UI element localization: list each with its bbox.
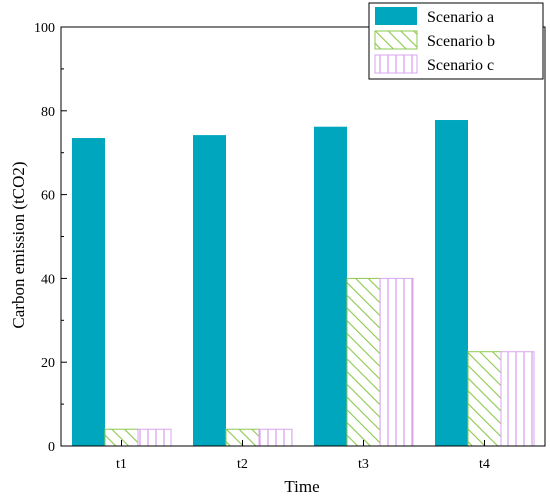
x-tick-label: t4 (479, 457, 490, 472)
legend-swatch-scenario-a (375, 7, 417, 25)
y-tick-label: 0 (48, 440, 55, 455)
legend-swatch-scenario-c (374, 54, 418, 74)
y-axis: 0 20 40 60 80 100 (34, 21, 67, 455)
bar-scenario-a-t2 (193, 135, 226, 447)
bar-scenario-a-t3 (314, 126, 347, 447)
x-axis: t1 t2 t3 t4 (116, 440, 490, 472)
legend-label: Scenario b (427, 33, 495, 50)
legend-swatch-scenario-b (374, 30, 418, 50)
y-tick-label: 80 (41, 105, 55, 120)
bar-scenario-c-t1 (137, 428, 172, 447)
bar-scenario-b-t3 (346, 277, 381, 447)
y-tick-label: 100 (34, 21, 55, 36)
y-axis-title: Carbon emission (tCO2) (9, 161, 28, 328)
legend-label: Scenario c (427, 57, 494, 74)
bar-scenario-b-t4 (467, 351, 502, 447)
plot-area (60, 26, 546, 447)
bar-scenario-a-t4 (435, 120, 468, 446)
bar-scenario-c-t4 (500, 351, 535, 447)
x-tick-label: t3 (358, 457, 369, 472)
x-axis-title: Time (284, 477, 319, 496)
y-tick-label: 60 (41, 189, 55, 204)
y-tick-label: 40 (41, 272, 55, 287)
y-tick-label: 20 (41, 356, 55, 371)
bar-scenario-c-t3 (379, 277, 414, 447)
x-tick-label: t1 (116, 457, 127, 472)
legend: Scenario a Scenario b Scenario c (368, 2, 544, 80)
x-tick-label: t2 (237, 457, 248, 472)
legend-label: Scenario a (427, 9, 494, 26)
bar-scenario-a-t1 (72, 138, 105, 446)
bar-scenario-c-t2 (258, 428, 293, 447)
